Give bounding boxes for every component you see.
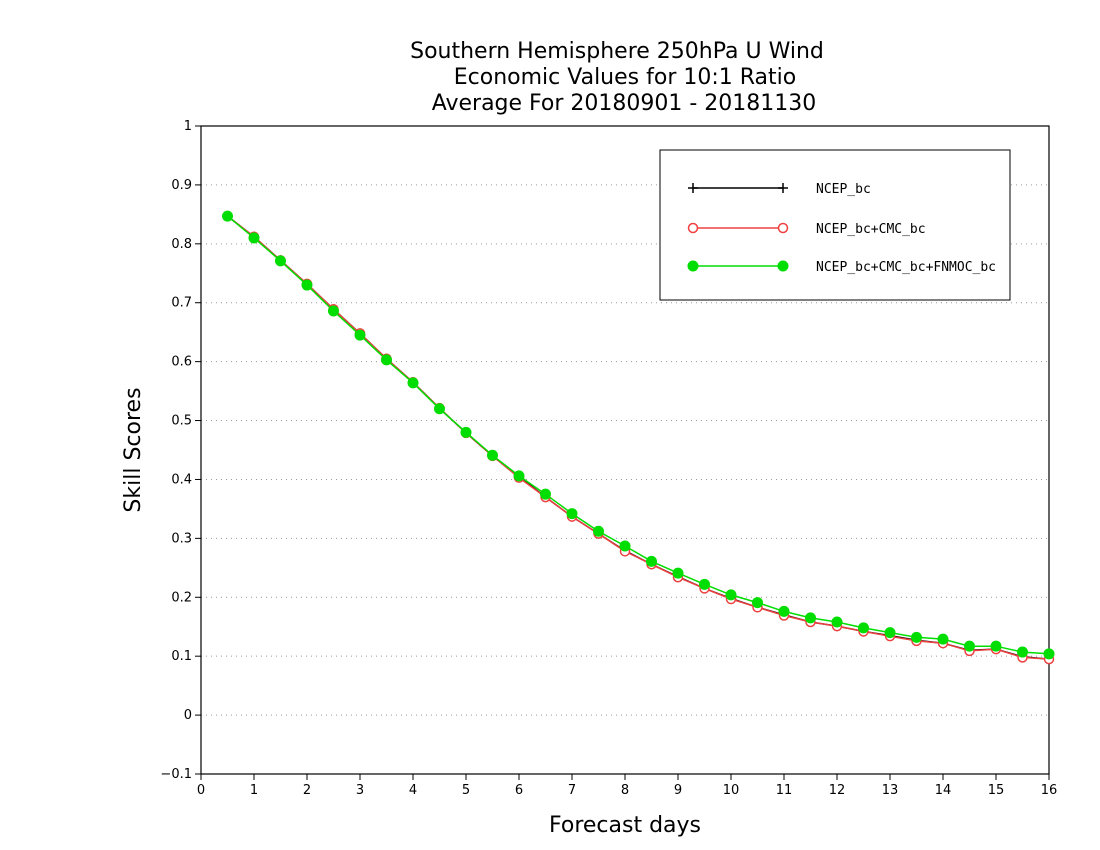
series-layer xyxy=(222,210,1055,665)
y-axis-ticks: −0.1 0 0.1 0.2 0.3 0.4 0.5 0.6 0.7 0.8 0.9 1 xyxy=(160,119,201,782)
data-point xyxy=(222,210,233,222)
legend: NCEP_bc NCEP_bc+CMC_bc NCEP_bc+CMC_bc+FNMO… xyxy=(659,149,1011,301)
x-tick-label: 16 xyxy=(1041,783,1058,798)
y-tick-label: 0.4 xyxy=(171,472,192,487)
y-tick-label: 0.2 xyxy=(171,590,192,605)
x-tick-label: 12 xyxy=(829,783,846,798)
x-axis-label: Forecast days xyxy=(549,813,701,838)
y-tick-label: −0.1 xyxy=(160,767,192,782)
data-point xyxy=(699,578,710,590)
legend-marker xyxy=(777,260,789,272)
y-tick-label: 0.3 xyxy=(171,531,192,546)
data-point xyxy=(328,305,339,317)
chart-title-line-1: Southern Hemisphere 250hPa U Wind xyxy=(410,39,824,64)
x-tick-label: 2 xyxy=(303,783,311,798)
y-axis-label: Skill Scores xyxy=(121,387,146,512)
data-point xyxy=(884,627,896,639)
x-tick-label: 8 xyxy=(621,783,629,798)
data-point xyxy=(858,622,869,634)
y-tick-label: 0 xyxy=(184,708,192,723)
legend-marker xyxy=(777,222,789,234)
data-point xyxy=(275,255,286,267)
data-point xyxy=(619,540,631,552)
data-point xyxy=(752,597,763,609)
y-tick-label: 0.5 xyxy=(171,414,192,429)
legend-marker xyxy=(778,183,788,193)
data-point xyxy=(964,640,975,652)
data-point xyxy=(911,631,922,643)
data-point xyxy=(1017,646,1028,658)
y-tick-label: 0.1 xyxy=(171,649,192,664)
legend-label: NCEP_bc xyxy=(816,182,871,197)
data-point xyxy=(540,488,551,500)
x-axis-ticks: 0 1 2 3 4 5 6 7 8 9 10 11 12 13 14 15 16 xyxy=(197,774,1057,798)
series-3 xyxy=(222,210,1055,660)
data-point xyxy=(1043,648,1055,660)
data-point xyxy=(778,605,790,617)
data-point xyxy=(831,616,843,628)
x-tick-label: 1 xyxy=(250,783,258,798)
y-tick-label: 0.9 xyxy=(171,178,192,193)
legend-box xyxy=(659,149,1011,301)
x-tick-label: 14 xyxy=(935,783,952,798)
legend-label: NCEP_bc+CMC_bc+FNMOC_bc xyxy=(816,260,996,275)
data-point xyxy=(593,525,604,537)
data-point xyxy=(248,232,260,244)
x-tick-label: 7 xyxy=(568,783,576,798)
x-tick-label: 9 xyxy=(674,783,682,798)
x-tick-label: 5 xyxy=(462,783,470,798)
legend-label: NCEP_bc+CMC_bc xyxy=(816,222,926,237)
data-point xyxy=(381,354,392,366)
legend-entry-1: NCEP_bc xyxy=(688,182,871,197)
data-point xyxy=(646,555,657,567)
legend-entry-3: NCEP_bc+CMC_bc+FNMOC_bc xyxy=(687,260,996,275)
x-tick-label: 0 xyxy=(197,783,205,798)
x-tick-label: 4 xyxy=(409,783,417,798)
y-tick-label: 0.8 xyxy=(171,237,192,252)
x-tick-label: 15 xyxy=(988,783,1005,798)
data-point xyxy=(513,470,525,482)
legend-marker xyxy=(688,183,698,193)
x-tick-label: 11 xyxy=(776,783,793,798)
chart-title-line-3: Average For 20180901 - 20181130 xyxy=(432,91,817,116)
data-point xyxy=(354,329,366,341)
data-point xyxy=(937,633,949,645)
data-point xyxy=(301,279,313,291)
y-tick-label: 0.7 xyxy=(171,296,192,311)
legend-marker xyxy=(687,260,699,272)
data-point xyxy=(487,449,498,461)
chart-title-line-2: Economic Values for 10:1 Ratio xyxy=(454,65,796,90)
legend-entry-2: NCEP_bc+CMC_bc xyxy=(687,222,926,237)
data-point xyxy=(805,612,816,624)
data-point xyxy=(407,377,419,389)
data-point xyxy=(566,508,578,520)
x-tick-label: 10 xyxy=(723,783,740,798)
y-tick-label: 0.6 xyxy=(171,355,192,370)
x-tick-label: 6 xyxy=(515,783,523,798)
data-point xyxy=(990,640,1002,652)
x-tick-label: 3 xyxy=(356,783,364,798)
legend-marker xyxy=(687,222,699,234)
data-point xyxy=(725,589,737,601)
data-point xyxy=(672,567,684,579)
data-point xyxy=(460,426,472,438)
x-tick-label: 13 xyxy=(882,783,899,798)
data-point xyxy=(434,403,445,415)
y-tick-label: 1 xyxy=(184,119,192,134)
